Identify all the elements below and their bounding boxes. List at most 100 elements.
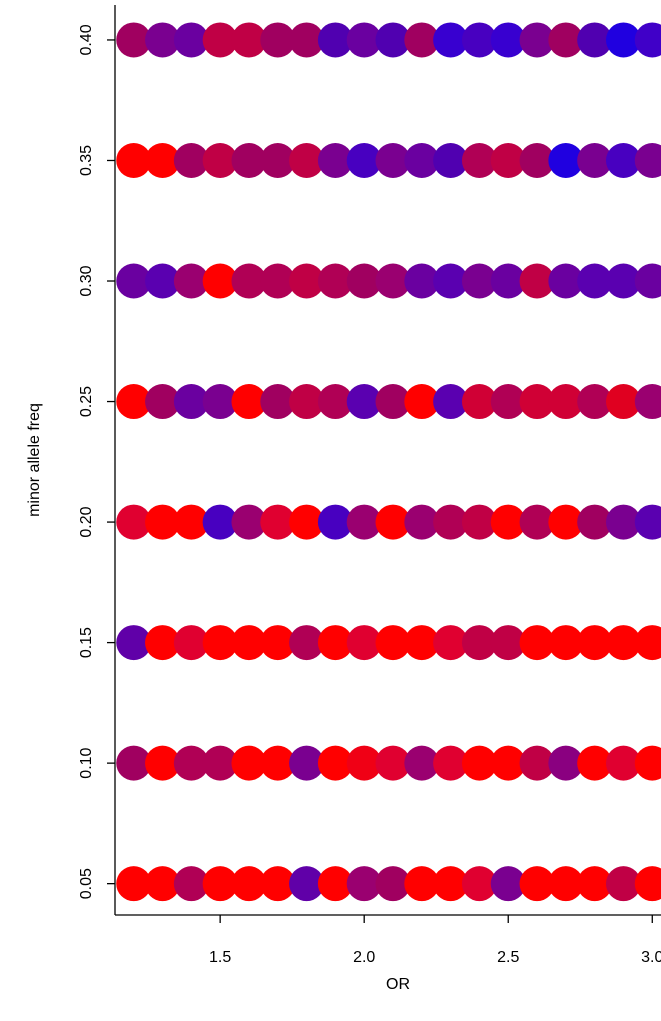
point (461, 625, 497, 661)
point (260, 22, 296, 58)
point (231, 504, 267, 540)
point (260, 745, 296, 781)
point (433, 263, 469, 299)
point (116, 384, 152, 420)
point (519, 504, 555, 540)
point (346, 384, 382, 420)
point (173, 263, 209, 299)
point (317, 504, 353, 540)
point (605, 142, 641, 178)
point (375, 625, 411, 661)
point (605, 22, 641, 58)
point (289, 866, 325, 902)
point (231, 263, 267, 299)
point (519, 625, 555, 661)
point (519, 745, 555, 781)
point (577, 866, 613, 902)
point (461, 866, 497, 902)
point (231, 745, 267, 781)
point (404, 504, 440, 540)
point (145, 384, 181, 420)
point (116, 142, 152, 178)
y-tick-label: 0.20 (78, 506, 95, 537)
point (317, 866, 353, 902)
point (317, 142, 353, 178)
point (231, 142, 267, 178)
point (548, 384, 584, 420)
point (375, 866, 411, 902)
point (404, 384, 440, 420)
point (433, 625, 469, 661)
point (116, 22, 152, 58)
point (289, 263, 325, 299)
point (202, 384, 238, 420)
point (231, 866, 267, 902)
point (260, 263, 296, 299)
point (605, 745, 641, 781)
point (260, 142, 296, 178)
point (202, 745, 238, 781)
point (116, 625, 152, 661)
y-tick-label: 0.15 (78, 627, 95, 658)
y-axis-label: minor allele freq (26, 403, 43, 517)
point (404, 866, 440, 902)
point (173, 22, 209, 58)
point (634, 142, 661, 178)
point (404, 625, 440, 661)
y-tick-label: 0.35 (78, 145, 95, 176)
point (346, 625, 382, 661)
y-tick-label: 0.05 (78, 868, 95, 899)
point (634, 22, 661, 58)
point (634, 263, 661, 299)
point (634, 384, 661, 420)
point (173, 384, 209, 420)
point (461, 142, 497, 178)
point (116, 504, 152, 540)
point (289, 625, 325, 661)
y-tick-label: 0.40 (78, 24, 95, 55)
point (461, 384, 497, 420)
point (433, 142, 469, 178)
point (433, 745, 469, 781)
point (145, 866, 181, 902)
point (548, 22, 584, 58)
point (548, 142, 584, 178)
point (173, 504, 209, 540)
point (202, 866, 238, 902)
point (490, 745, 526, 781)
point (116, 745, 152, 781)
point (346, 263, 382, 299)
x-tick-label: 3.0 (641, 949, 661, 966)
point (317, 625, 353, 661)
point (375, 384, 411, 420)
point (317, 263, 353, 299)
y-tick-label: 0.25 (78, 386, 95, 417)
point (605, 866, 641, 902)
point (404, 142, 440, 178)
point (577, 625, 613, 661)
point (202, 625, 238, 661)
point (173, 745, 209, 781)
point (145, 745, 181, 781)
point (577, 384, 613, 420)
point (145, 504, 181, 540)
point (317, 384, 353, 420)
point (289, 745, 325, 781)
x-tick-label: 2.0 (353, 949, 375, 966)
point (260, 384, 296, 420)
point (519, 866, 555, 902)
point (461, 745, 497, 781)
x-tick-label: 1.5 (209, 949, 231, 966)
point (202, 504, 238, 540)
point (404, 263, 440, 299)
point (433, 22, 469, 58)
point (202, 142, 238, 178)
point (490, 625, 526, 661)
point (634, 745, 661, 781)
point (605, 384, 641, 420)
point (289, 142, 325, 178)
point (231, 625, 267, 661)
point (173, 866, 209, 902)
point (145, 625, 181, 661)
